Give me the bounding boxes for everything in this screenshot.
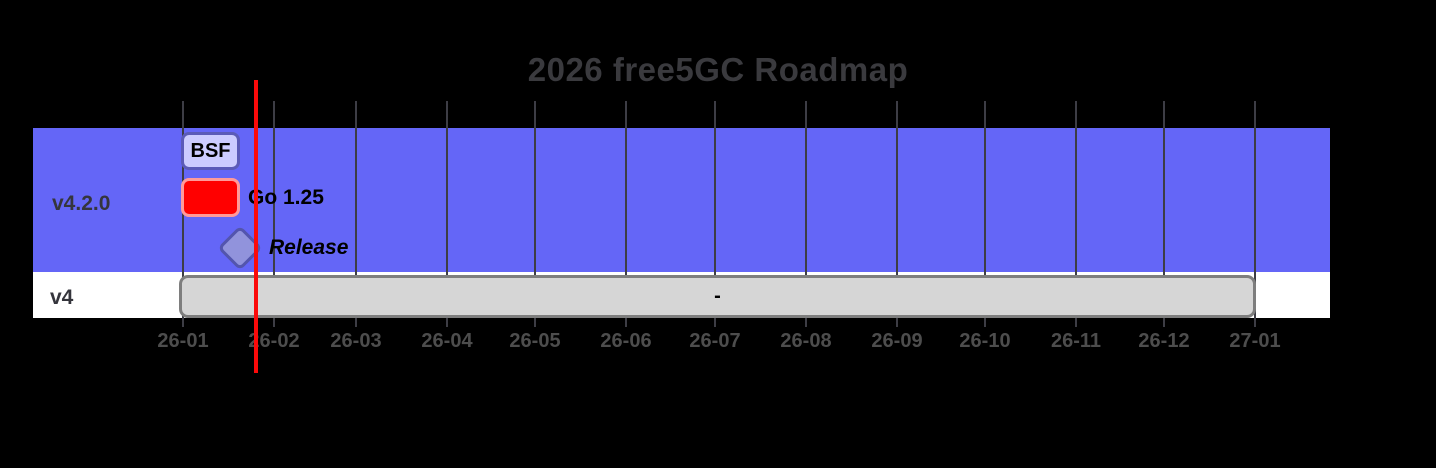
axis-tick-label: 26-09 [871,330,923,352]
grid-line [1254,101,1256,327]
grid-line [1163,101,1165,327]
grid-line [984,101,986,327]
task-bar-bsf: BSF [181,132,240,170]
milestone-label-release: Release [269,236,349,259]
grid-line [534,101,536,327]
grid-line [273,101,275,327]
axis-tick-label: 26-05 [509,330,561,352]
axis-tick-label: 26-01 [157,330,209,352]
task-label-go-1-25: Go 1.25 [248,186,324,209]
axis-tick-label: 26-10 [959,330,1011,352]
task-label-v4: - [714,285,721,307]
grid-line [355,101,357,327]
chart-title: 2026 free5GC Roadmap [527,51,909,88]
section-label-v4: v4 [50,286,74,309]
axis-tick-label: 26-11 [1050,330,1102,352]
axis-tick-label: 26-03 [330,330,382,352]
grid-line [625,101,627,327]
grid-line [1075,101,1077,327]
grid-line [805,101,807,327]
task-bar-v4: - [179,275,1256,318]
axis-tick-label: 26-04 [421,330,473,352]
grid-line [714,101,716,327]
grid-line [896,101,898,327]
task-label-bsf: BSF [190,139,231,162]
axis-tick-label: 26-02 [248,330,300,352]
axis-tick-label: 26-07 [689,330,741,352]
grid-line [446,101,448,327]
today-marker-line [254,80,258,373]
axis-tick-label: 26-08 [780,330,832,352]
axis-tick-label: 26-06 [600,330,652,352]
section-label-v4-2-0: v4.2.0 [52,192,111,215]
axis-tick-label: 27-01 [1229,330,1281,352]
axis-tick-label: 26-12 [1138,330,1190,352]
task-bar-go-1-25 [181,178,240,217]
